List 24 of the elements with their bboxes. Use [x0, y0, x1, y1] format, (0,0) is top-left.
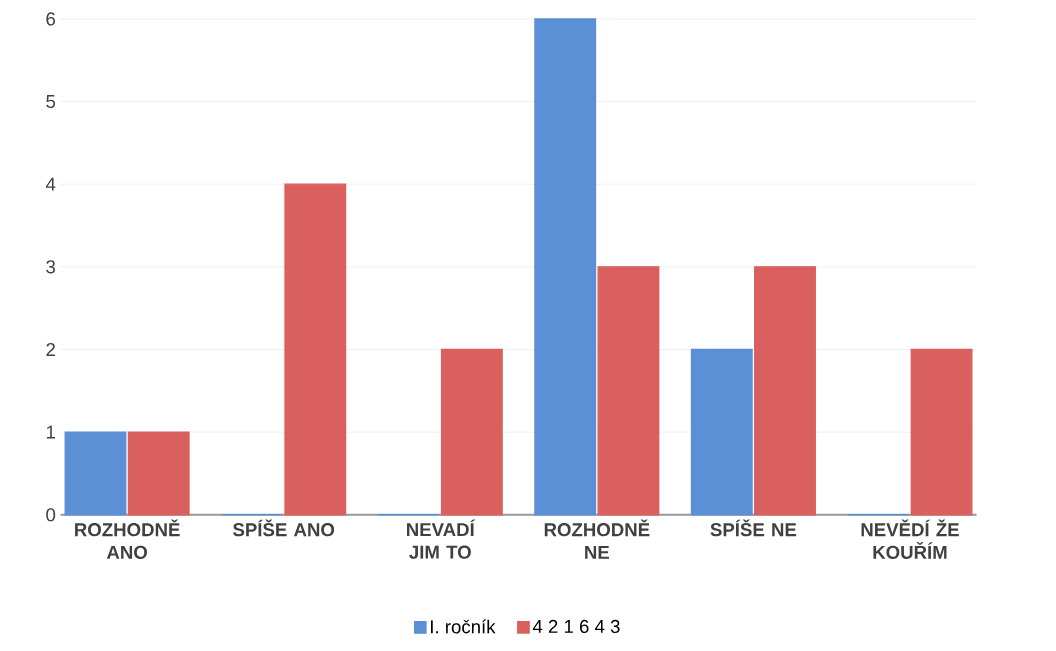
bar: [597, 266, 660, 516]
bar: [284, 183, 347, 516]
y-tick-label: 2: [46, 342, 55, 356]
x-tick-label: ROZHODNĚ NE: [544, 519, 650, 559]
y-tick-label: 1: [46, 425, 55, 439]
bar: [440, 348, 503, 516]
x-tick-label: ROZHODNĚ ANO: [75, 519, 180, 559]
legend-label: 4 2 1 6 4 3: [532, 619, 620, 634]
bar: [690, 348, 753, 516]
bar: [534, 18, 597, 516]
x-tick-label: SPÍŠE NE: [710, 519, 797, 537]
bar: [910, 348, 973, 516]
y-tick-label: 0: [46, 508, 56, 522]
y-tick-label: 4: [45, 177, 56, 191]
x-tick-label: SPÍŠE ANO: [233, 519, 335, 537]
x-tick-label: NEVĚDÍ ŽE KOUŘÍM: [861, 519, 959, 559]
y-tick-label: 5: [46, 95, 56, 109]
y-tick-label: 3: [46, 260, 56, 274]
x-tick-label: NEVADÍ JIM TO: [407, 519, 476, 559]
bar: [64, 431, 127, 516]
bar: [754, 266, 816, 516]
legend-label: I. ročník: [431, 619, 496, 634]
bar: [127, 431, 190, 516]
y-tick-label: 6: [46, 12, 56, 26]
